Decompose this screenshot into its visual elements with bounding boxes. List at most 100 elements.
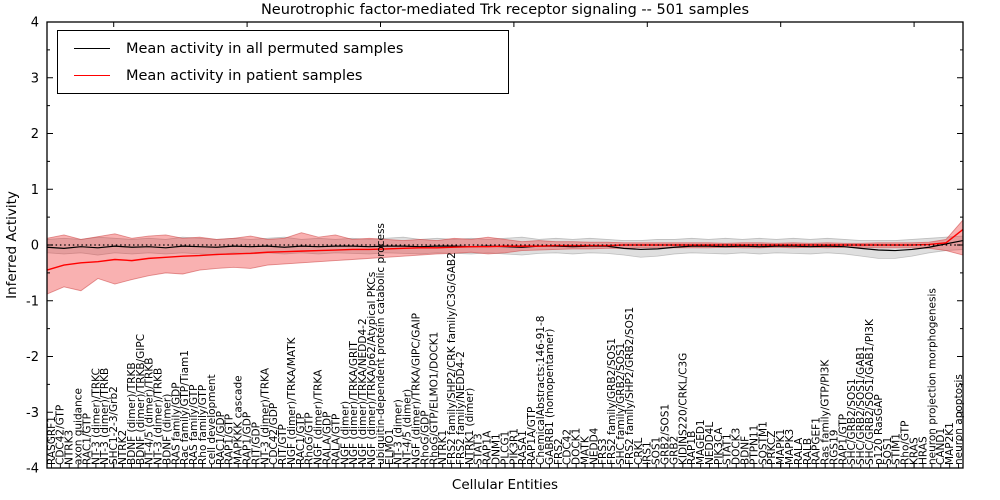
svg-text:RhoG/GDP: RhoG/GDP: [419, 410, 431, 465]
svg-text:cell development: cell development: [206, 374, 218, 465]
svg-text:RALA/GDP: RALA/GDP: [322, 412, 334, 465]
svg-text:SHC/GRB2/SOS1: SHC/GRB2/SOS1: [846, 378, 858, 465]
svg-text:ChemicalAbstracts:146-91-8: ChemicalAbstracts:146-91-8: [535, 316, 547, 465]
x-axis-label: Cellular Entities: [451, 477, 559, 493]
svg-text:NGF (dimer)/TRKA/p62/Atypical: NGF (dimer)/TRKA/p62/Atypical PKCs: [366, 272, 378, 465]
svg-text:NGF (dimer)/TRKA/MATK: NGF (dimer)/TRKA/MATK: [286, 336, 298, 465]
svg-text:NEDD4L: NEDD4L: [704, 422, 716, 465]
permuted-line-swatch: [74, 48, 110, 49]
patient-line-swatch: [74, 75, 110, 76]
svg-text:RIT/GDP: RIT/GDP: [250, 422, 262, 465]
svg-text:RALB: RALB: [802, 438, 814, 465]
svg-text:p120 RasGAP: p120 RasGAP: [873, 394, 885, 465]
svg-text:RhoG/GTP/ELMO1/DOCK1: RhoG/GTP/ELMO1/DOCK1: [428, 332, 440, 465]
svg-text:FRS2 family/GRB2/SOS1: FRS2 family/GRB2/SOS1: [606, 338, 618, 465]
svg-text:IRS1: IRS1: [642, 441, 654, 465]
svg-text:RASGRF1: RASGRF1: [46, 416, 58, 465]
svg-text:-1: -1: [26, 294, 39, 309]
svg-text:RALA: RALA: [793, 437, 805, 465]
svg-text:NTRK3: NTRK3: [64, 430, 76, 465]
legend: Mean activity in all permuted samples Me…: [57, 30, 509, 94]
svg-text:STIM1: STIM1: [891, 433, 903, 465]
confidence-bands: [46, 218, 964, 295]
svg-text:Ras family/GTP/PI3K: Ras family/GTP/PI3K: [820, 359, 832, 465]
legend-label-permuted: Mean activity in all permuted samples: [126, 40, 404, 57]
svg-text:ELMO1: ELMO1: [384, 429, 396, 466]
svg-text:RAP1B: RAP1B: [686, 431, 698, 465]
svg-text:RGS19: RGS19: [828, 430, 840, 465]
svg-text:NT-3 (dimer)/TRKB: NT-3 (dimer)/TRKB: [99, 368, 111, 465]
svg-text:CAND1: CAND1: [935, 428, 947, 465]
svg-text:MATK: MATK: [579, 435, 591, 465]
svg-text:NGF (dimer)/TRKA/NEDD4-2: NGF (dimer)/TRKA/NEDD4-2: [357, 318, 369, 465]
svg-text:MAPKKK cascade: MAPKKK cascade: [233, 375, 245, 465]
svg-text:ubiquitin-dependent protein ca: ubiquitin-dependent protein catabolic pr…: [375, 223, 387, 465]
svg-text:GABRB1 (homopentamer): GABRB1 (homopentamer): [544, 329, 556, 465]
svg-text:SHC1-2-3/Grb2: SHC1-2-3/Grb2: [108, 386, 120, 465]
svg-text:FRS2: FRS2: [553, 438, 565, 465]
svg-text:neuron projection morphogenesi: neuron projection morphogenesis: [926, 288, 938, 465]
svg-text:BDNF (dimer)/TRKB/GIPC: BDNF (dimer)/TRKB/GIPC: [135, 334, 147, 465]
svg-text:-2: -2: [26, 350, 39, 365]
svg-text:RhoG/GTP: RhoG/GTP: [304, 412, 316, 465]
svg-text:GRB2: GRB2: [668, 436, 680, 465]
svg-text:Rho family/GTP: Rho family/GTP: [197, 385, 209, 465]
svg-text:NTRK1 (dimer): NTRK1 (dimer): [464, 388, 476, 465]
svg-text:SHC family/GRB2/SOS1: SHC family/GRB2/SOS1: [615, 343, 627, 465]
svg-text:2: 2: [31, 127, 39, 142]
svg-text:BDNF (dimer): BDNF (dimer): [161, 394, 173, 465]
svg-text:NGF (dimer)/TRKA/GRIT: NGF (dimer)/TRKA/GRIT: [348, 341, 360, 465]
svg-text:RAC1/GTP: RAC1/GTP: [295, 413, 307, 465]
svg-text:MAP2K1: MAP2K1: [944, 422, 956, 465]
svg-text:NT-3 (dimer)/TRKC: NT-3 (dimer)/TRKC: [90, 368, 102, 465]
legend-item-permuted: Mean activity in all permuted samples: [58, 36, 508, 62]
svg-text:SHC/GRB2/SOS1/GAB1/PI3K: SHC/GRB2/SOS1/GAB1/PI3K: [864, 318, 876, 465]
svg-text:HRAS: HRAS: [917, 436, 929, 465]
svg-text:MAGED1: MAGED1: [695, 419, 707, 465]
svg-text:NT-4/5 (dimer)/TRKB: NT-4/5 (dimer)/TRKB: [144, 358, 156, 465]
svg-text:NEDD4: NEDD4: [588, 427, 600, 465]
svg-text:NT-3 (dimer)/TRKA: NT-3 (dimer)/TRKA: [259, 367, 271, 465]
svg-text:MAPK1: MAPK1: [775, 429, 787, 465]
svg-text:NGF (dimer): NGF (dimer): [339, 401, 351, 465]
svg-text:KRAS: KRAS: [908, 437, 920, 465]
svg-text:NGF (dimer)/TRKA/GIPC/GAIP: NGF (dimer)/TRKA/GIPC/GAIP: [410, 313, 422, 465]
svg-text:BDNF (dimer)/TRKB: BDNF (dimer)/TRKB: [126, 362, 138, 465]
svg-text:RAC1/GDP: RAC1/GDP: [215, 411, 227, 465]
svg-text:RAP1/GTP: RAP1/GTP: [224, 414, 236, 465]
svg-text:CDC42/GDP: CDC42/GDP: [268, 403, 280, 465]
svg-text:PLCG1: PLCG1: [499, 431, 511, 465]
svg-text:GRB2/SOS1: GRB2/SOS1: [659, 404, 671, 465]
svg-text:FRS2 family/NEDD4-2: FRS2 family/NEDD4-2: [455, 351, 467, 465]
svg-text:SOS1: SOS1: [651, 437, 663, 465]
svg-text:STAT1: STAT1: [722, 433, 734, 465]
svg-text:DOCK3: DOCK3: [731, 428, 743, 465]
svg-text:RALA/GTP: RALA/GTP: [330, 414, 342, 465]
svg-text:STAT3: STAT3: [473, 433, 485, 465]
svg-text:RAC1/GTP: RAC1/GTP: [81, 413, 93, 465]
x-ticks: [50, 22, 960, 468]
svg-text:RIT/GTP: RIT/GTP: [277, 424, 289, 465]
mean-lines: [46, 228, 964, 271]
legend-label-patient: Mean activity in patient samples: [126, 67, 363, 84]
svg-text:neuron apoptosis: neuron apoptosis: [953, 374, 965, 465]
svg-text:NTRK1: NTRK1: [437, 430, 449, 465]
chart-title: Neurotrophic factor-mediated Trk recepto…: [260, 2, 750, 18]
svg-text:axon guidance: axon guidance: [73, 388, 85, 465]
svg-text:-4: -4: [26, 462, 39, 477]
svg-text:SQSTM1: SQSTM1: [757, 421, 769, 465]
svg-text:RAPGEF1: RAPGEF1: [811, 417, 823, 465]
svg-text:PIK3CA: PIK3CA: [713, 427, 725, 465]
svg-text:FRS2 family/SHP2/GRB2/SOS1: FRS2 family/SHP2/GRB2/SOS1: [624, 307, 636, 465]
svg-text:KIDINS220/CRKL/C3G: KIDINS220/CRKL/C3G: [677, 353, 689, 465]
svg-text:NTRK2: NTRK2: [117, 430, 129, 465]
svg-text:RAP1/GTP: RAP1/GTP: [837, 414, 849, 465]
svg-text:MAPK3: MAPK3: [784, 429, 796, 465]
svg-text:RASA1: RASA1: [517, 430, 529, 465]
legend-item-patient: Mean activity in patient samples: [58, 63, 508, 89]
svg-text:Rho/GTP: Rho/GTP: [900, 421, 912, 465]
svg-text:Rac family/GTP/Tiam1: Rac family/GTP/Tiam1: [179, 350, 191, 465]
svg-text:4: 4: [31, 16, 39, 31]
